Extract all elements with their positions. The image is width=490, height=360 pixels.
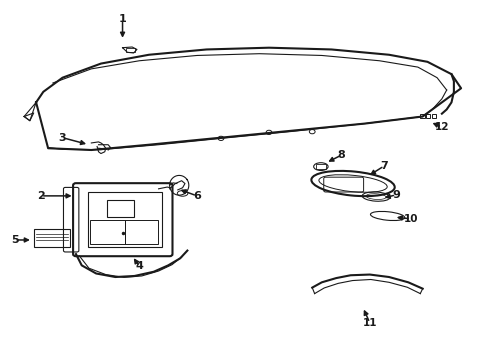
Text: 2: 2 [37,191,45,201]
Bar [34,229,70,247]
Bar [107,200,134,217]
Text: 3: 3 [59,133,66,143]
Text: 8: 8 [337,150,345,160]
Text: 12: 12 [435,122,449,132]
Text: 7: 7 [380,161,388,171]
Text: 11: 11 [363,318,377,328]
Bar [426,114,430,118]
Bar [316,164,326,170]
Bar [88,192,162,247]
Bar [420,114,425,118]
Text: 10: 10 [403,214,418,224]
Bar [432,114,436,118]
Text: 4: 4 [135,261,143,271]
Bar [125,220,158,244]
Text: 1: 1 [119,14,126,24]
Bar [90,220,124,244]
Text: 9: 9 [392,190,400,200]
Text: 5: 5 [11,235,18,245]
Bar [126,48,135,52]
Text: 6: 6 [193,191,201,201]
